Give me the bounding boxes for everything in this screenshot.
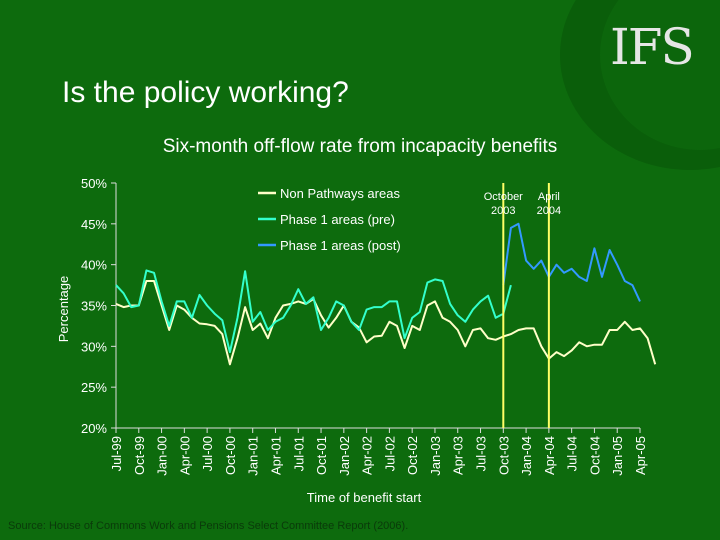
marker-label: 2003 [491, 205, 515, 217]
marker-label: October [484, 191, 523, 203]
y-tick-label: 25% [81, 380, 107, 395]
x-tick-label: Jul-03 [474, 436, 489, 471]
x-tick-label: Oct-99 [132, 436, 147, 475]
marker-label: 2004 [537, 205, 561, 217]
y-axis: 20% 25% 30% 35% 40% 45% 50% [81, 176, 117, 436]
x-tick-label: Jan-01 [246, 436, 261, 476]
x-tick-label: Oct-02 [405, 436, 420, 475]
legend-entry: Phase 1 areas (post) [280, 238, 401, 253]
legend: Non Pathways areas Phase 1 areas (pre) Pha… [258, 186, 401, 253]
y-axis-label: Percentage [56, 276, 71, 343]
x-tick-label: Jul-99 [109, 436, 124, 471]
x-tick-label: Jul-02 [382, 436, 397, 471]
x-tick-label: Jan-05 [610, 436, 625, 476]
x-tick-label: Jan-00 [155, 436, 170, 476]
x-tick-label: Oct-01 [314, 436, 329, 475]
x-tick-label: Apr-00 [177, 436, 192, 475]
x-tick-label: Jan-02 [337, 436, 352, 476]
legend-entry: Non Pathways areas [280, 186, 400, 201]
y-tick-label: 45% [81, 217, 107, 232]
x-tick-label: Jul-00 [200, 436, 215, 471]
y-tick-label: 35% [81, 299, 107, 314]
x-tick-label: Apr-03 [451, 436, 466, 475]
marker-label: April [538, 191, 560, 203]
x-tick-label: Jan-04 [519, 436, 534, 476]
x-tick-label: Apr-05 [633, 436, 648, 475]
x-tick-label: Oct-00 [223, 436, 238, 475]
x-tick-label: Apr-01 [268, 436, 283, 475]
x-axis: Jul-99 Oct-99 Jan-00 Apr-00 Jul-00 Oct-00 Jan-… [109, 427, 648, 476]
page-title: Is the policy working? [62, 76, 349, 109]
x-tick-label: Apr-02 [360, 436, 375, 475]
x-tick-label: Oct-04 [587, 436, 602, 475]
y-tick-label: 20% [81, 421, 107, 436]
chart-title: Six-month off-flow rate from incapacity … [162, 136, 558, 157]
series-line-phase-1-areas-post [502, 222, 641, 302]
y-tick-label: 40% [81, 258, 107, 273]
policy-markers: October 2003 April 2004 [484, 183, 561, 428]
ifs-logo: IFS [610, 18, 695, 76]
series-lines [115, 222, 657, 366]
series-line-phase-1-areas-pre [115, 269, 512, 354]
y-tick-label: 50% [81, 176, 107, 191]
x-tick-label: Oct-03 [496, 436, 511, 475]
x-tick-label: Apr-04 [542, 436, 557, 475]
legend-entry: Phase 1 areas (pre) [280, 212, 395, 227]
x-tick-label: Jul-01 [291, 436, 306, 471]
source-note: Source: House of Commons Work and Pensio… [8, 520, 409, 532]
x-axis-label: Time of benefit start [307, 490, 422, 505]
series-line-non-pathways-areas [115, 280, 657, 366]
y-tick-label: 30% [81, 339, 107, 354]
x-tick-label: Jan-03 [428, 436, 443, 476]
x-tick-label: Jul-04 [565, 436, 580, 471]
